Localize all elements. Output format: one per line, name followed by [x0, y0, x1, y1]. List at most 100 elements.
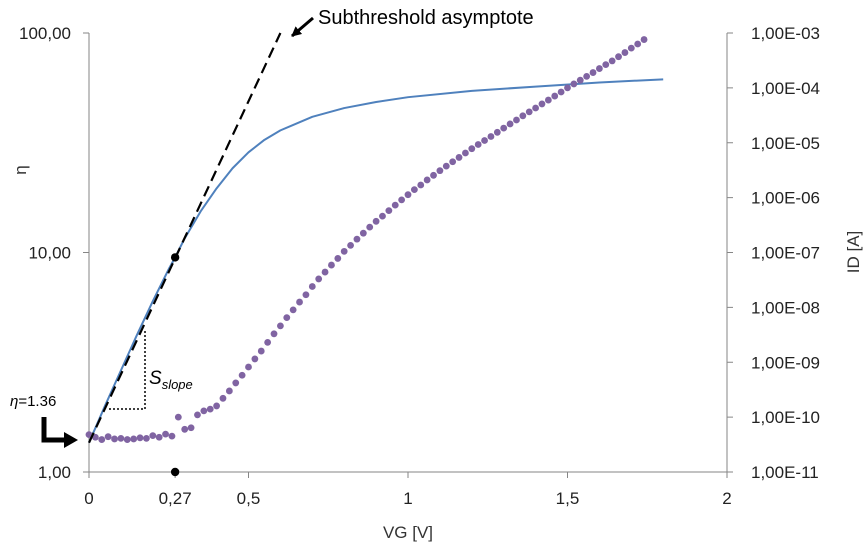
id-data-point [123, 436, 131, 443]
y-left-tick-labels: 1,00 10,00 100,00 [19, 24, 71, 482]
asymptote-label: Subthreshold asymptote [318, 7, 534, 29]
id-data-point [506, 120, 514, 128]
id-data-point [347, 241, 354, 249]
y-right-tick-label: 1,00E-06 [751, 189, 820, 208]
id-data-point [442, 162, 450, 170]
y-left-tick-label: 100,00 [19, 24, 71, 43]
id-data-point [136, 434, 144, 442]
id-data-point [404, 191, 412, 199]
y-right-tick-label: 1,00E-03 [751, 24, 820, 43]
id-data-point [353, 235, 361, 243]
id-data-point [423, 176, 431, 184]
id-data-point [168, 432, 176, 440]
markers-layer [170, 253, 180, 477]
id-data-point [257, 347, 265, 355]
id-data-point [85, 431, 93, 439]
id-data-point [462, 149, 469, 157]
id-data-point [627, 44, 635, 52]
id-data-point [277, 322, 284, 330]
y-right-tick-labels: 1,00E-03 1,00E-04 1,00E-05 1,00E-06 1,00E-07… [751, 24, 820, 482]
id-data-point [213, 402, 221, 410]
y-right-tick-label: 1,00E-10 [751, 408, 820, 427]
id-data-point [436, 167, 444, 175]
id-data-point [194, 411, 201, 419]
id-data-point [117, 434, 125, 442]
eta-arrowhead [64, 432, 78, 448]
id-data-point [366, 223, 374, 231]
eta-label-symbol: η [10, 393, 18, 410]
id-data-point [519, 112, 527, 120]
id-data-point [398, 196, 406, 204]
y-left-tick-label: 10,00 [28, 244, 71, 263]
id-data-point [111, 435, 118, 443]
y-right-tick-label: 1,00E-04 [751, 79, 820, 98]
x-tick-labels: 0 0,27 0,5 1 1,5 2 [84, 489, 731, 508]
id-data-point [621, 49, 629, 56]
id-data-point [232, 379, 240, 387]
id-data-point [474, 141, 482, 148]
eta-arrow [41, 417, 66, 443]
id-data-point [513, 116, 520, 124]
id-data-point [162, 430, 169, 438]
id-data-point [328, 261, 335, 269]
id-data-point [91, 433, 99, 441]
id-data-point [251, 355, 259, 363]
id-data-point [270, 330, 278, 338]
id-data-point [187, 424, 195, 432]
id-data-point [583, 72, 591, 80]
x-tick-label: 1,5 [556, 489, 580, 508]
id-data-point [372, 217, 380, 225]
id-data-point [615, 53, 622, 61]
id-data-point [238, 371, 246, 379]
id-data-point [385, 207, 393, 215]
id-data-point [430, 171, 437, 179]
id-data-point [468, 145, 476, 153]
y-right-tick-label: 1,00E-09 [751, 353, 820, 372]
id-data-point [200, 407, 208, 415]
id-data-point [283, 314, 291, 322]
y-right-tick-label: 1,00E-07 [751, 244, 820, 263]
id-data-point [174, 413, 182, 421]
marker-point [170, 253, 180, 262]
id-data-point [564, 84, 571, 92]
id-data-point [417, 181, 425, 189]
x-tick-label: 2 [722, 489, 731, 508]
id-data-point [315, 275, 323, 283]
id-data-point [219, 394, 227, 402]
id-data-point [225, 387, 233, 395]
id-data-point [321, 268, 329, 276]
id-data-point [532, 104, 539, 112]
slope-label: Sslope [149, 368, 193, 392]
eta-label: η=1.36 [10, 393, 56, 410]
id-data-point [596, 65, 603, 72]
id-data-point [155, 433, 163, 441]
id-data-point [538, 100, 546, 108]
id-data-point [296, 298, 303, 306]
id-data-point [500, 124, 508, 132]
slope-label-main: S [149, 368, 162, 389]
x-tick-label: 0 [84, 489, 93, 508]
id-data-point [544, 96, 552, 104]
id-data-point [206, 405, 214, 413]
x-axis-title: VG [V] [383, 523, 433, 542]
id-data-point [181, 425, 189, 433]
id-data-point [98, 436, 106, 443]
y-right-tick-label: 1,00E-11 [751, 463, 819, 482]
tick-marks [83, 32, 733, 478]
id-data-point [589, 69, 597, 76]
id-data-point [557, 88, 565, 96]
id-data-point [130, 435, 138, 443]
id-data-point [264, 339, 272, 346]
id-data-point [359, 229, 367, 237]
id-data-point [525, 108, 533, 116]
y-left-axis-title: η [11, 165, 30, 174]
id-data-point [410, 186, 418, 194]
x-tick-label: 0,5 [237, 489, 261, 508]
eta-label-value: =1.36 [18, 393, 56, 410]
slope-triangle [109, 331, 146, 410]
id-data-point [481, 137, 488, 144]
id-data-point [551, 92, 559, 100]
x-tick-label: 1 [403, 489, 412, 508]
id-data-point [340, 247, 348, 255]
